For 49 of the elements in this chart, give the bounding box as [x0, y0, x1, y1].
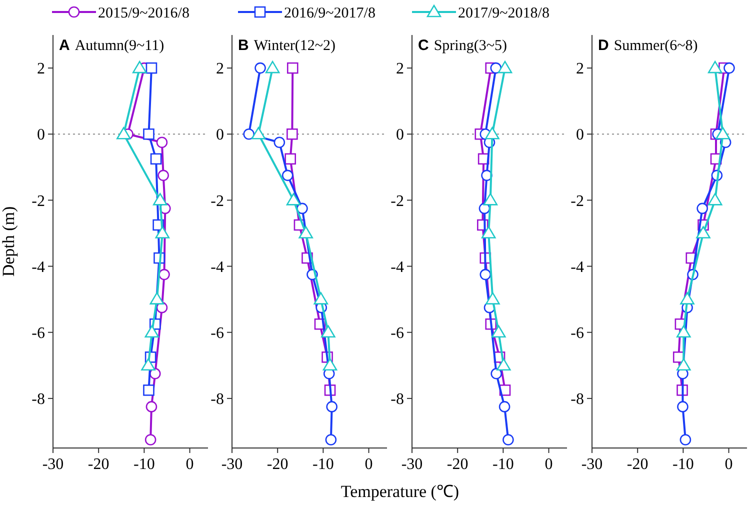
x-tick-label: -10	[312, 456, 334, 473]
x-tick-label: -10	[492, 456, 514, 473]
x-tick-label: -10	[672, 456, 694, 473]
x-axis-title: Temperature (℃)	[340, 482, 460, 501]
y-tick-label: 0	[396, 126, 404, 144]
chart-title: C Spring(3~5)	[418, 37, 507, 54]
y-tick-label: 2	[576, 60, 584, 78]
y-tick-label: -2	[390, 192, 404, 210]
y-tick-label: 2	[37, 60, 45, 78]
y-tick-label: -2	[32, 192, 45, 210]
legend-label: 2015/9~2016/8	[98, 5, 190, 22]
y-tick-label: -8	[210, 391, 224, 408]
x-tick-label: -30	[42, 456, 64, 473]
y-tick-label: -4	[390, 258, 404, 276]
chart-title: A Autumn(9~11)	[59, 37, 164, 54]
y-tick-label: 2	[396, 60, 404, 78]
x-tick-label: -30	[221, 456, 243, 473]
x-tick-label: -30	[581, 456, 603, 473]
y-tick-label: 2	[216, 60, 224, 78]
x-tick-label: -30	[401, 456, 423, 473]
x-tick-label: -20	[88, 456, 110, 473]
y-tick-label: -8	[32, 391, 45, 408]
chart-title: B Winter(12~2)	[238, 37, 336, 54]
chart-title: D Summer(6~8)	[598, 37, 698, 54]
x-tick-label: -20	[626, 456, 648, 473]
legend-label: 2016/9~2017/8	[284, 5, 376, 22]
y-tick-label: 0	[37, 126, 45, 144]
x-tick-label: -20	[446, 456, 468, 473]
legend-label: 2017/9~2018/8	[458, 5, 550, 22]
x-tick-label: 0	[364, 456, 373, 473]
y-tick-label: 0	[216, 126, 224, 144]
y-tick-label: 0	[576, 126, 584, 144]
y-tick-label: -2	[210, 192, 224, 210]
x-tick-label: 0	[186, 456, 194, 473]
y-tick-label: -6	[390, 324, 404, 342]
y-tick-label: -6	[210, 324, 224, 342]
y-tick-label: -8	[390, 391, 404, 408]
x-tick-label: 0	[724, 456, 733, 473]
y-tick-label: -8	[570, 391, 584, 408]
y-tick-label: -4	[570, 258, 584, 276]
y-axis-title: Depth (m)	[0, 206, 18, 277]
x-tick-label: -10	[134, 456, 155, 473]
y-tick-label: -2	[570, 192, 584, 210]
y-tick-label: -4	[32, 258, 45, 276]
y-tick-label: -4	[210, 258, 224, 276]
x-tick-label: -20	[266, 456, 288, 473]
x-tick-label: 0	[544, 456, 553, 473]
y-tick-label: -6	[32, 324, 45, 342]
y-tick-label: -6	[570, 324, 584, 342]
